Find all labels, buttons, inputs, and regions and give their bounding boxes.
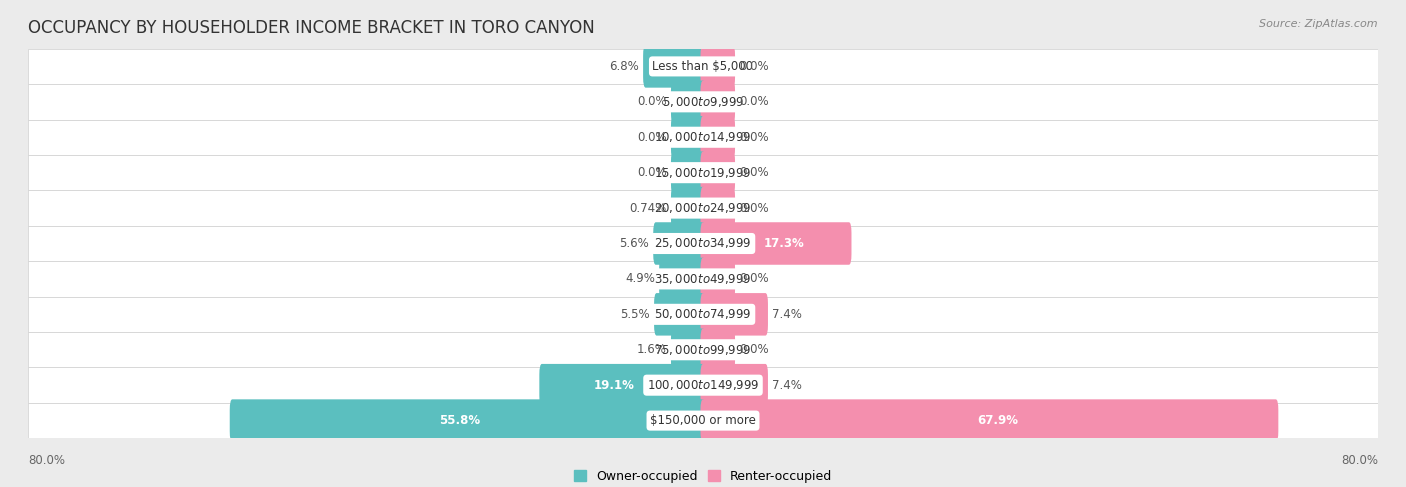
FancyBboxPatch shape (700, 364, 768, 407)
Text: 1.6%: 1.6% (637, 343, 666, 356)
FancyBboxPatch shape (643, 45, 706, 88)
FancyBboxPatch shape (700, 222, 852, 265)
Text: 0.0%: 0.0% (740, 131, 769, 144)
Text: Less than $5,000: Less than $5,000 (652, 60, 754, 73)
Text: 5.5%: 5.5% (620, 308, 650, 321)
Text: $25,000 to $34,999: $25,000 to $34,999 (654, 237, 752, 250)
Text: $50,000 to $74,999: $50,000 to $74,999 (654, 307, 752, 321)
FancyBboxPatch shape (28, 155, 1378, 190)
Text: 0.0%: 0.0% (740, 166, 769, 179)
FancyBboxPatch shape (671, 80, 706, 123)
FancyBboxPatch shape (28, 226, 1378, 261)
FancyBboxPatch shape (659, 258, 706, 300)
FancyBboxPatch shape (700, 116, 735, 158)
Text: 55.8%: 55.8% (439, 414, 479, 427)
FancyBboxPatch shape (28, 403, 1378, 438)
FancyBboxPatch shape (700, 329, 735, 371)
FancyBboxPatch shape (28, 297, 1378, 332)
Text: 80.0%: 80.0% (28, 454, 65, 467)
Text: 0.0%: 0.0% (740, 95, 769, 108)
Text: OCCUPANCY BY HOUSEHOLDER INCOME BRACKET IN TORO CANYON: OCCUPANCY BY HOUSEHOLDER INCOME BRACKET … (28, 19, 595, 37)
FancyBboxPatch shape (28, 49, 1378, 84)
FancyBboxPatch shape (700, 187, 735, 229)
Text: 7.4%: 7.4% (772, 308, 801, 321)
Text: 7.4%: 7.4% (772, 379, 801, 392)
FancyBboxPatch shape (700, 151, 735, 194)
FancyBboxPatch shape (671, 151, 706, 194)
FancyBboxPatch shape (700, 293, 768, 336)
Text: 0.0%: 0.0% (740, 202, 769, 215)
FancyBboxPatch shape (229, 399, 706, 442)
FancyBboxPatch shape (28, 119, 1378, 155)
FancyBboxPatch shape (700, 80, 735, 123)
FancyBboxPatch shape (28, 84, 1378, 119)
FancyBboxPatch shape (28, 332, 1378, 368)
Text: $5,000 to $9,999: $5,000 to $9,999 (662, 95, 744, 109)
Text: 17.3%: 17.3% (763, 237, 804, 250)
FancyBboxPatch shape (28, 368, 1378, 403)
Text: $15,000 to $19,999: $15,000 to $19,999 (654, 166, 752, 180)
FancyBboxPatch shape (28, 261, 1378, 297)
Text: Source: ZipAtlas.com: Source: ZipAtlas.com (1260, 19, 1378, 30)
Text: 0.0%: 0.0% (637, 131, 666, 144)
FancyBboxPatch shape (671, 187, 706, 229)
Text: 19.1%: 19.1% (593, 379, 634, 392)
Text: 0.0%: 0.0% (740, 343, 769, 356)
Text: 6.8%: 6.8% (609, 60, 638, 73)
Text: 0.0%: 0.0% (740, 272, 769, 285)
Text: $20,000 to $24,999: $20,000 to $24,999 (654, 201, 752, 215)
Text: 80.0%: 80.0% (1341, 454, 1378, 467)
Text: $150,000 or more: $150,000 or more (650, 414, 756, 427)
Legend: Owner-occupied, Renter-occupied: Owner-occupied, Renter-occupied (574, 469, 832, 483)
FancyBboxPatch shape (700, 258, 735, 300)
Text: 0.0%: 0.0% (637, 166, 666, 179)
Text: 5.6%: 5.6% (619, 237, 650, 250)
Text: 0.0%: 0.0% (637, 95, 666, 108)
FancyBboxPatch shape (700, 45, 735, 88)
Text: 0.0%: 0.0% (740, 60, 769, 73)
FancyBboxPatch shape (654, 293, 706, 336)
FancyBboxPatch shape (671, 116, 706, 158)
Text: $75,000 to $99,999: $75,000 to $99,999 (654, 343, 752, 357)
Text: 0.74%: 0.74% (630, 202, 666, 215)
FancyBboxPatch shape (28, 190, 1378, 226)
FancyBboxPatch shape (654, 222, 706, 265)
Text: $100,000 to $149,999: $100,000 to $149,999 (647, 378, 759, 392)
Text: 4.9%: 4.9% (626, 272, 655, 285)
Text: $35,000 to $49,999: $35,000 to $49,999 (654, 272, 752, 286)
Text: 67.9%: 67.9% (977, 414, 1018, 427)
FancyBboxPatch shape (700, 399, 1278, 442)
FancyBboxPatch shape (671, 329, 706, 371)
Text: $10,000 to $14,999: $10,000 to $14,999 (654, 130, 752, 144)
FancyBboxPatch shape (540, 364, 706, 407)
